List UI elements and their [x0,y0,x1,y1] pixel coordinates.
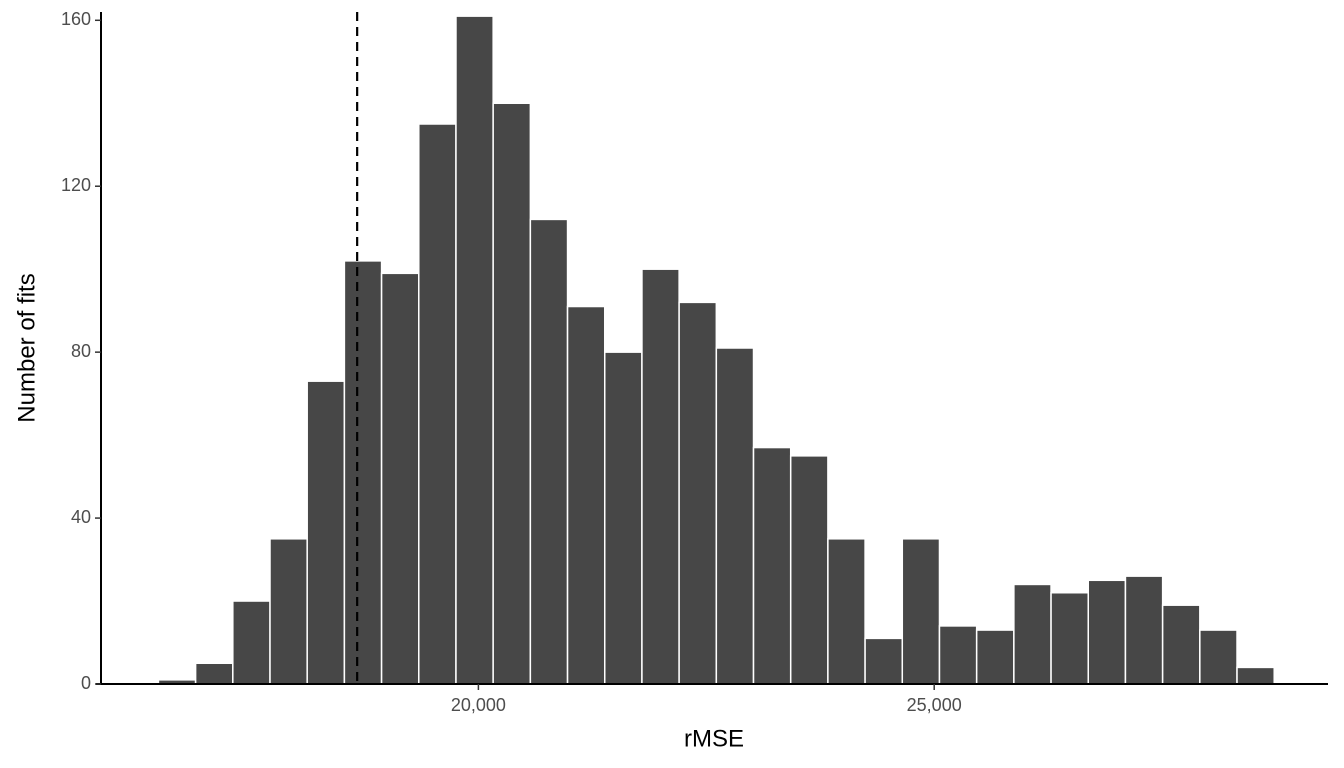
y-tick-label: 160 [61,9,91,29]
bar [455,15,494,685]
bar [1236,666,1275,685]
bar [1050,591,1090,685]
x-tick-label: 20,000 [451,695,506,715]
bar [418,123,457,685]
bar [343,260,383,685]
bar [975,629,1015,685]
bar [901,538,941,685]
y-tick-label: 0 [81,673,91,693]
bar [492,102,532,685]
bar [1087,579,1127,685]
bar [566,305,606,685]
bar [827,538,866,685]
bar [232,600,271,685]
bar [529,218,569,685]
bar [789,455,829,685]
y-tick-label: 40 [71,507,91,527]
bar [380,272,420,685]
bar [269,538,308,685]
bar [1013,583,1052,685]
y-axis-title: Number of fits [13,273,40,422]
bar [1161,604,1201,685]
y-tick-label: 120 [61,175,91,195]
bar [306,380,346,685]
bar [603,351,643,685]
bar [641,268,680,685]
bar [938,625,978,685]
y-tick-label: 80 [71,341,91,361]
x-tick-label: 25,000 [907,695,962,715]
bar [1124,575,1164,685]
x-axis-title: rMSE [684,725,744,752]
bar [678,301,718,685]
bar [752,446,792,685]
bar [194,662,234,685]
bar [715,347,755,685]
bar [864,637,904,685]
bar [1199,629,1238,685]
